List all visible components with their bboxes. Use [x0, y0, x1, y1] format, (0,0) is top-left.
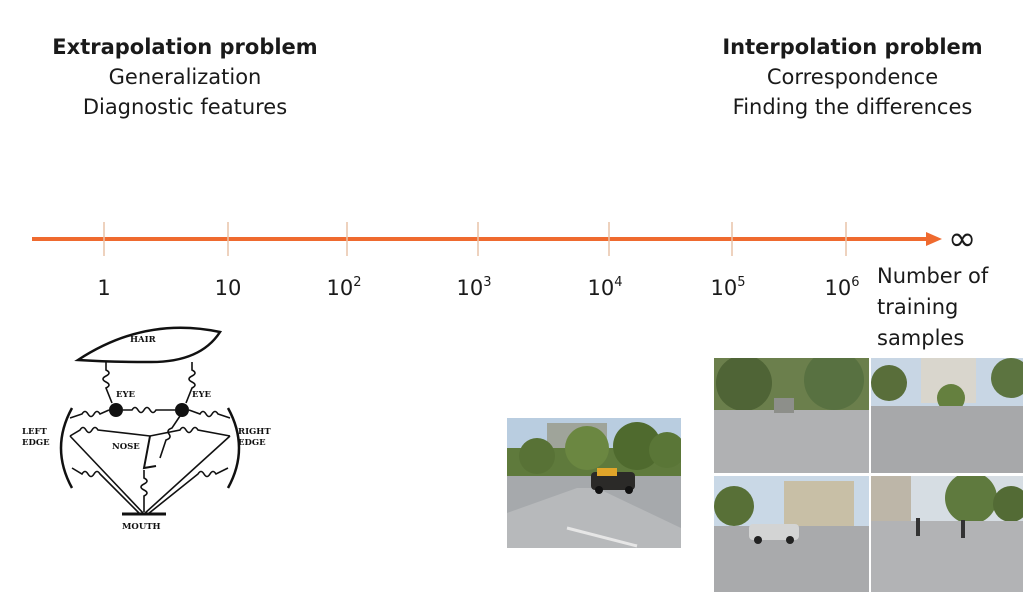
right-edge-arc [226, 407, 241, 489]
tick-label-10-5: 105 [710, 275, 746, 300]
axis-tick-marks [103, 222, 847, 256]
left-eye-label: EYE [116, 390, 136, 400]
tick-label-1: 1 [97, 276, 111, 300]
tick-label-10: 10 [214, 276, 242, 300]
street-photo-grid-3 [714, 476, 869, 592]
infinity-symbol: ∞ [948, 219, 977, 259]
right-eye-label: EYE [192, 390, 212, 400]
axis-arrowhead [926, 232, 942, 246]
axis-title-line-2: training [877, 295, 959, 319]
extrapolation-line-1: Generalization [108, 65, 262, 89]
tick-label-10-4: 104 [587, 275, 623, 300]
nose-label: NOSE [112, 442, 140, 452]
nose-shape [142, 435, 157, 470]
street-photo-grid-2 [871, 358, 1023, 473]
extrapolation-heading-block: Extrapolation problem Generalization Dia… [40, 32, 330, 122]
interpolation-title: Interpolation problem [722, 35, 983, 59]
spring-connections [69, 362, 231, 515]
street-photo-grid-1 [714, 358, 869, 473]
extrapolation-title: Extrapolation problem [52, 35, 318, 59]
right-edge-label-1: RIGHT [238, 427, 271, 437]
tick-label-10-3: 103 [456, 275, 492, 300]
hair-shape [74, 326, 223, 364]
axis-line-graphic [32, 222, 942, 256]
axis-title-line-1: Number of [877, 264, 989, 288]
left-eye-node [109, 403, 123, 417]
face-spring-model-diagram: HAIR EYE EYE MOUTH NOSE LEFT EDGE RIGHT … [22, 326, 271, 532]
mouth-label: MOUTH [122, 522, 161, 532]
extrapolation-line-2: Diagnostic features [82, 95, 288, 119]
interpolation-heading-block: Interpolation problem Correspondence Fin… [710, 32, 995, 122]
hair-label: HAIR [130, 335, 157, 345]
left-edge-arc [59, 407, 74, 489]
interpolation-line-1: Correspondence [766, 65, 939, 89]
left-edge-label-2: EDGE [22, 438, 50, 448]
left-edge-label-1: LEFT [22, 427, 47, 437]
tick-label-10-2: 102 [326, 275, 362, 300]
street-photo-grid-4 [871, 476, 1023, 592]
street-photo-single [507, 418, 681, 548]
tick-label-10-6: 106 [824, 275, 860, 300]
axis-title: Number of training samples [877, 261, 988, 354]
right-eye-node [175, 403, 189, 417]
interpolation-line-2: Finding the differences [732, 95, 973, 119]
axis-title-line-3: samples [877, 326, 965, 350]
right-edge-label-2: EDGE [238, 438, 266, 448]
